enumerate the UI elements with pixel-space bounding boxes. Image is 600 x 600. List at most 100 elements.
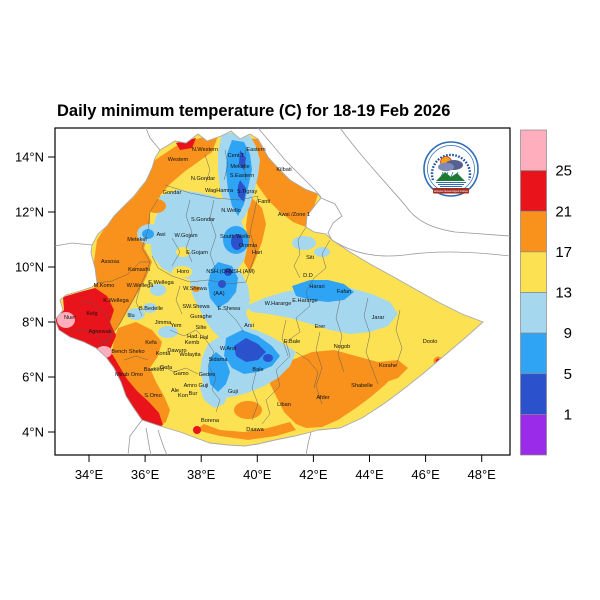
zone-label: Silte	[196, 325, 207, 331]
zone-label: S.Eastern	[230, 173, 255, 179]
zone-label: S.Tigray	[237, 189, 258, 195]
legend-cell-light_blue	[520, 292, 547, 334]
legend-cell-purple	[520, 414, 547, 456]
zone-label: Daawa	[246, 427, 264, 433]
zone-label: NSH.(OR)	[206, 269, 232, 275]
zone-label: Westem	[168, 157, 189, 163]
legend-value-label: 21	[555, 203, 572, 220]
logo-banner-text: Ethiopian Meteorological Institute	[434, 190, 469, 193]
logo-mountain-icon	[436, 172, 465, 181]
zone-label: Kon	[178, 393, 188, 399]
zone-label: N.Wello	[221, 208, 240, 214]
zone-label: Bench Sheko	[111, 349, 144, 355]
y-axis-tick-label: 12°N	[15, 205, 44, 220]
axes: 34°E 36°E 38°E 40°E 42°E 44°E 46°E 48°E 14°N 12°N…	[15, 150, 496, 483]
zone-label: Eastern	[246, 147, 265, 153]
legend-cell-orange	[520, 210, 547, 253]
zone-label: Hal	[200, 335, 208, 341]
legend-value-label: 1	[564, 406, 572, 423]
legend-colorbar: 25 21 17 13 9 5 1	[520, 129, 572, 456]
zone-label: E.Gojam	[186, 250, 208, 256]
zone-label: Mirab Omo	[115, 372, 143, 378]
zone-label: Nogob	[334, 344, 350, 350]
ethiopia-outline	[54, 130, 484, 447]
legend-cell-red	[520, 170, 547, 212]
legend-cell-blue	[520, 332, 547, 375]
zone-label: S.Omo	[144, 393, 161, 399]
page-title: Daily minimum temperature (C) for 18-19 …	[57, 102, 451, 120]
zone-label: Konta	[156, 351, 172, 357]
legend-value-label: 5	[564, 366, 572, 383]
x-axis-tick-label: 34°E	[75, 467, 104, 482]
y-axis-tick-label: 4°N	[22, 425, 44, 440]
band-17-21	[88, 136, 443, 440]
zone-label: Afder	[316, 395, 330, 401]
legend-value-label: 9	[564, 325, 572, 342]
legend-cell-pink	[520, 129, 547, 171]
zone-label: Arsi	[244, 323, 254, 329]
zone-label: Mekelle	[230, 164, 249, 170]
zone-label: Guraghe	[190, 314, 212, 320]
zone-label: Ale	[171, 388, 179, 394]
zone-label: K.Wellega	[103, 298, 129, 304]
y-axis-tick-label: 6°N	[22, 370, 44, 385]
zone-label: Borena	[201, 418, 220, 424]
x-axis-tick-label: 38°E	[187, 467, 216, 482]
zone-label: Wolayita	[179, 352, 201, 358]
x-axis-tick-label: 48°E	[468, 467, 497, 482]
zone-label: B.Bedelle	[139, 306, 163, 312]
legend-value-label: 13	[555, 285, 572, 302]
legend-value-label: 17	[555, 244, 572, 261]
zone-label: WagHamra	[205, 188, 234, 194]
zone-label: Jarar	[372, 315, 385, 321]
zone-label: Metekel	[127, 237, 147, 243]
neighbor-country-borders	[54, 127, 511, 456]
zone-label: Horo	[177, 269, 189, 275]
zone-label: E.Bale	[284, 339, 300, 345]
zone-label: M.Komo	[94, 283, 115, 289]
logo-water-icon	[436, 182, 466, 187]
zone-label: W.Gojam	[174, 233, 197, 239]
zone-label: Kamashi	[128, 267, 150, 273]
zone-label: Kelg	[86, 311, 97, 317]
zone-label: Yem	[171, 323, 182, 329]
zone-label: Sidama	[209, 357, 229, 363]
zone-label: SW.Shewa	[182, 304, 210, 310]
x-axis-tick-label: 40°E	[243, 467, 272, 482]
zone-label: Fafan	[337, 289, 351, 295]
zone-label: N.Western	[192, 147, 218, 153]
zone-label: Cent.T	[228, 153, 245, 159]
zone-label: N.Gondar	[191, 176, 215, 182]
zone-label: Gamo	[173, 371, 188, 377]
zone-label: NSH.(AM)	[229, 269, 255, 275]
legend-cell-dark_blue	[520, 373, 547, 415]
zone-label: W.Shewa	[183, 286, 208, 292]
warm-accent-spots	[146, 199, 200, 292]
zone-label: E.Shewa	[218, 306, 241, 312]
x-axis-tick-label: 36°E	[131, 467, 160, 482]
zone-label: D.D	[303, 273, 313, 279]
logo-arc-text	[430, 153, 472, 181]
zone-label: Kilbati	[276, 167, 291, 173]
zone-label: Kefa	[145, 340, 157, 346]
zone-label: Oromia	[239, 243, 258, 249]
zone-label: Guji	[228, 389, 238, 395]
zone-label: Fanti	[258, 199, 270, 205]
zone-label: Erer	[315, 324, 326, 330]
zone-label: Basketo	[144, 367, 164, 373]
x-axis-tick-label: 44°E	[355, 467, 384, 482]
zone-label: Illu	[127, 313, 134, 319]
zone-label: Gondar	[163, 190, 182, 196]
zone-label: Siti	[306, 255, 314, 261]
zone-label: W.Arsi	[220, 346, 236, 352]
zone-label: Nuer	[64, 315, 76, 321]
legend-value-label: 25	[555, 163, 572, 180]
zone-label: Bale	[252, 367, 263, 373]
zone-label: Awi	[157, 232, 166, 238]
zone-label: Shabelle	[351, 383, 373, 389]
zone-label: Korahe	[379, 363, 397, 369]
logo-banner	[433, 188, 469, 194]
